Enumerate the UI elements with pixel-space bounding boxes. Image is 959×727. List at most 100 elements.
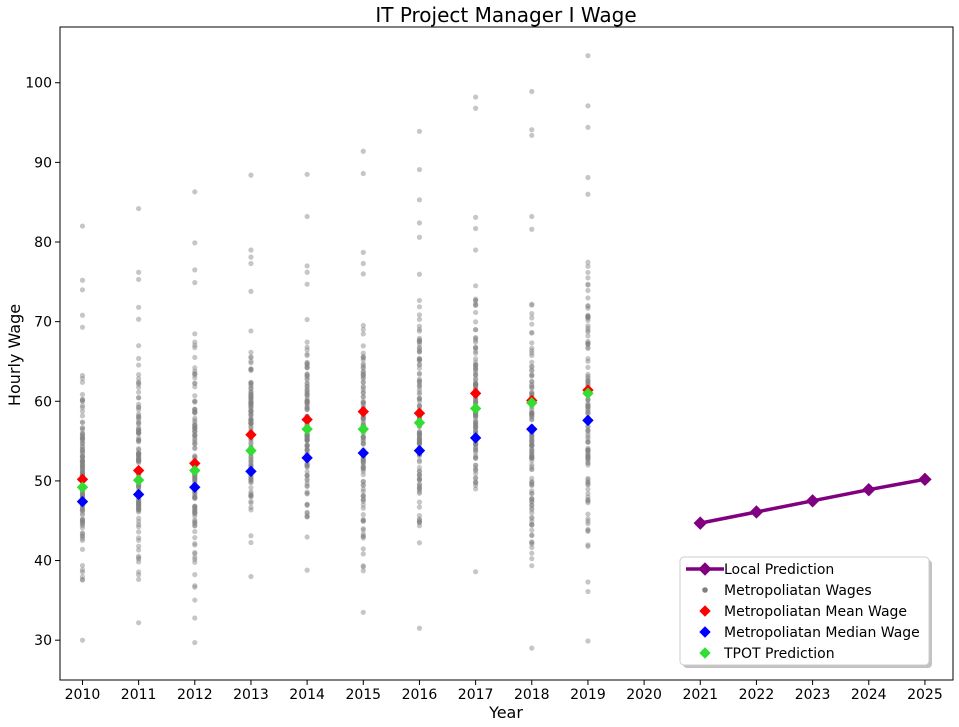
metro-wage-point (248, 395, 254, 401)
metro-wage-point (360, 389, 366, 396)
metro-wage-point (248, 419, 254, 425)
metro-wage-point (529, 302, 535, 308)
metro-wage-point (473, 383, 479, 389)
metro-wage-point (304, 437, 310, 443)
metro-wage-point (473, 424, 479, 431)
metro-wage-point (529, 514, 535, 520)
metro-wage-point (585, 486, 591, 492)
metro-wage-point (192, 406, 198, 413)
x-tick-label: 2012 (177, 687, 213, 703)
metro-wage-point (585, 333, 591, 339)
metro-wage-point (192, 549, 198, 556)
metro-wage-point (136, 457, 142, 463)
metro-wage-point (192, 398, 198, 404)
metro-wage-point (304, 387, 310, 393)
metro-wage-point (416, 438, 423, 444)
metro-wage-point (304, 462, 310, 468)
metro-wage-point (416, 378, 423, 384)
x-tick-label: 2014 (289, 687, 325, 703)
metro-wage-point (473, 298, 479, 304)
metro-wage-point (416, 344, 423, 350)
metro-wage-point (360, 516, 366, 523)
metro-wage-point (192, 518, 198, 525)
metro-wage-point (304, 171, 310, 177)
metro-wage-point (192, 475, 198, 481)
metro-wage-point (585, 312, 591, 318)
y-tick-label: 100 (25, 76, 52, 92)
metropoliatan-median-wage-point (469, 432, 482, 444)
metro-wage-point (79, 531, 86, 537)
metro-wage-point (192, 393, 198, 399)
metro-wage-point (473, 345, 479, 351)
metro-wage-point (248, 498, 254, 504)
metro-wage-point (136, 553, 142, 559)
metro-wage-point (585, 638, 591, 644)
tpot-prediction-point (245, 444, 257, 457)
x-tick-label: 2013 (233, 687, 269, 703)
metro-wage-point (585, 358, 591, 364)
metro-wage-point (136, 205, 142, 212)
metro-wage-point (416, 358, 423, 364)
metro-wage-point (248, 477, 254, 484)
metro-wage-point (304, 433, 310, 439)
metro-wage-point (360, 498, 366, 504)
metro-wage-point (136, 503, 142, 509)
metro-wage-point (248, 402, 254, 409)
metro-wage-point (585, 588, 591, 595)
metro-wage-point (529, 479, 535, 485)
metro-wage-point (473, 377, 479, 383)
metro-wage-point (192, 345, 198, 351)
metro-wage-point (473, 381, 479, 387)
metro-wage-point (79, 430, 86, 437)
metro-wage-point (79, 516, 86, 522)
metro-wage-point (473, 372, 479, 379)
metro-wage-point (192, 425, 198, 431)
metro-wage-point (304, 432, 310, 438)
metro-wage-point (416, 465, 423, 471)
metro-wage-point (585, 327, 591, 333)
metro-wage-point (248, 420, 254, 426)
metro-wage-point (248, 424, 254, 431)
metro-wage-point (416, 197, 423, 203)
metro-wage-point (79, 444, 86, 450)
metro-wage-point (192, 523, 198, 529)
metro-wage-point (473, 429, 479, 435)
tpot-prediction-point (469, 402, 482, 415)
metro-wage-point (248, 440, 254, 446)
metro-wage-point (529, 502, 535, 508)
metro-wage-point (248, 354, 254, 360)
metro-wage-point (248, 405, 254, 412)
metro-wage-point (360, 458, 366, 464)
metro-wage-point (248, 461, 254, 467)
metro-wage-point (529, 532, 535, 538)
metro-wage-point (360, 343, 366, 349)
metro-wage-point (79, 391, 86, 398)
metro-wage-point (136, 379, 142, 385)
metro-wage-point (248, 366, 254, 372)
metro-wage-point (304, 534, 310, 540)
metro-wage-point (473, 454, 479, 460)
metro-wage-point (585, 317, 591, 324)
metro-wage-point (192, 371, 198, 377)
metro-wage-point (473, 420, 479, 426)
metro-wage-point (136, 401, 142, 407)
metro-wage-point (248, 400, 254, 406)
metro-wage-point (304, 490, 310, 496)
metro-wage-point (248, 409, 254, 415)
metro-wage-point (416, 384, 423, 390)
metro-wage-point (79, 521, 86, 527)
metro-wage-point (79, 396, 86, 402)
metro-wage-point (473, 359, 479, 365)
metro-wage-point (248, 383, 254, 389)
metro-wage-point (192, 491, 198, 497)
metro-wage-point (79, 468, 86, 474)
metro-wage-point (79, 464, 86, 470)
metro-wage-point (473, 398, 479, 404)
metro-wage-point (192, 494, 198, 501)
metro-wage-point (473, 445, 479, 451)
metro-wage-point (416, 316, 423, 323)
metro-wage-point (585, 174, 591, 181)
metro-wage-point (416, 471, 423, 478)
metro-wage-point (529, 315, 535, 321)
metro-wage-point (304, 514, 310, 520)
